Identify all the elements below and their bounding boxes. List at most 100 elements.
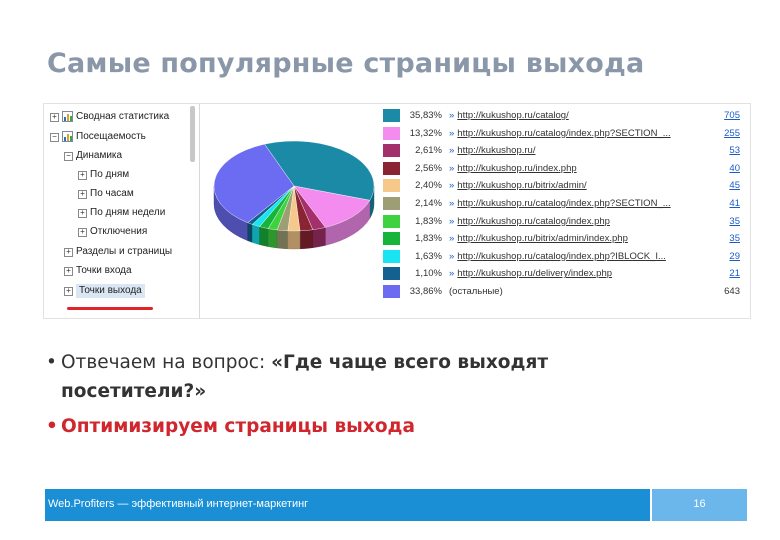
- expand-icon[interactable]: +: [78, 209, 87, 218]
- legend-row: 1,63% » http://kukushop.ru/catalog/index.p…: [380, 248, 746, 266]
- external-link-icon[interactable]: »: [449, 162, 455, 174]
- legend-count[interactable]: 45: [729, 180, 740, 192]
- legend-row: 33,86% (остальные) 643: [380, 283, 746, 301]
- legend-row: 2,40% » http://kukushop.ru/bitrix/admin/45: [380, 177, 746, 195]
- legend-count[interactable]: 705: [724, 110, 740, 121]
- legend-url[interactable]: » http://kukushop.ru/bitrix/admin/: [449, 177, 709, 195]
- pie-slice-side: [267, 228, 278, 249]
- pie-chart-svg: [213, 140, 375, 250]
- report-chart-icon: [62, 131, 73, 142]
- legend-url-text[interactable]: http://kukushop.ru/index.php: [457, 162, 577, 174]
- legend-row: 2,14% » http://kukushop.ru/catalog/index.p…: [380, 195, 746, 213]
- legend-count[interactable]: 41: [729, 197, 740, 209]
- legend-count[interactable]: 35: [729, 233, 740, 245]
- expand-icon[interactable]: +: [78, 228, 87, 237]
- legend-url-text[interactable]: http://kukushop.ru/catalog/index.php?IBL…: [457, 250, 666, 262]
- legend-swatch: [383, 196, 400, 210]
- legend-row: 2,56% » http://kukushop.ru/index.php 40: [380, 160, 746, 178]
- collapse-icon[interactable]: −: [50, 133, 59, 142]
- tree-item-label: По часам: [90, 188, 134, 199]
- legend-url-text[interactable]: http://kukushop.ru/catalog/: [457, 110, 569, 121]
- report-chart-icon: [62, 111, 73, 122]
- expand-icon[interactable]: +: [64, 248, 73, 257]
- expand-icon[interactable]: +: [78, 190, 87, 199]
- legend-url[interactable]: » http://kukushop.ru/catalog/index.php: [449, 213, 709, 231]
- external-link-icon[interactable]: »: [449, 268, 455, 280]
- external-link-icon[interactable]: »: [449, 127, 455, 139]
- legend-url[interactable]: » http://kukushop.ru/index.php: [449, 160, 709, 178]
- bullet-question-plain: Отвечаем на вопрос:: [61, 352, 272, 373]
- legend-count[interactable]: 53: [729, 145, 740, 157]
- tree-item-label: Точки входа: [76, 265, 132, 276]
- legend-percent: 1,10%: [415, 268, 442, 280]
- legend-swatch: [383, 109, 400, 122]
- legend-url-text[interactable]: http://kukushop.ru/: [457, 145, 536, 157]
- legend-count[interactable]: 29: [729, 250, 740, 262]
- pie-chart: [208, 124, 383, 274]
- pie-slice: [264, 140, 375, 201]
- expand-icon[interactable]: +: [64, 267, 73, 276]
- legend-url[interactable]: » http://kukushop.ru/catalog/index.php?SE…: [449, 125, 709, 143]
- legend-swatch: [383, 249, 400, 263]
- footer-brand-bar: Web.Profiters — эффективный интернет-мар…: [45, 489, 650, 521]
- legend-swatch: [383, 144, 400, 158]
- external-link-icon[interactable]: »: [449, 145, 455, 157]
- chart-legend: 35,83%» http://kukushop.ru/catalog/705 13,…: [380, 107, 746, 301]
- legend-url[interactable]: » http://kukushop.ru/: [449, 142, 709, 160]
- collapse-icon[interactable]: −: [64, 152, 73, 161]
- legend-count[interactable]: 35: [729, 215, 740, 227]
- external-link-icon[interactable]: »: [449, 180, 455, 192]
- pie-slice-side: [312, 227, 326, 248]
- expand-icon[interactable]: +: [50, 113, 59, 122]
- tree-item-label: Разделы и страницы: [76, 246, 173, 257]
- legend-count[interactable]: 21: [729, 268, 740, 280]
- legend-url-text[interactable]: http://kukushop.ru/catalog/index.php?SEC…: [457, 127, 671, 139]
- legend-url-text[interactable]: http://kukushop.ru/catalog/index.php?SEC…: [457, 197, 671, 209]
- expand-icon[interactable]: +: [64, 287, 73, 296]
- legend-url[interactable]: » http://kukushop.ru/delivery/index.php: [449, 265, 709, 283]
- external-link-icon[interactable]: »: [449, 197, 455, 209]
- legend-url-text[interactable]: http://kukushop.ru/delivery/index.php: [457, 268, 613, 280]
- bullet-list: • Отвечаем на вопрос: «Где чаще всего вы…: [46, 348, 686, 441]
- expand-icon[interactable]: +: [78, 171, 87, 180]
- stats-screenshot: + Сводная статистика − Посещаемость − Динамик…: [43, 103, 751, 319]
- external-link-icon[interactable]: »: [449, 215, 455, 227]
- external-link-icon[interactable]: »: [449, 110, 455, 121]
- legend-percent: 35,83%: [409, 110, 442, 121]
- tree-item-label: Сводная статистика: [76, 111, 170, 122]
- legend-url[interactable]: » http://kukushop.ru/catalog/index.php?IB…: [449, 248, 709, 266]
- legend-url[interactable]: » http://kukushop.ru/catalog/: [449, 107, 709, 125]
- legend-row: 1,83% » http://kukushop.ru/bitrix/admin/in…: [380, 230, 746, 248]
- tree-item-label: По дням: [90, 169, 130, 180]
- legend-url-text[interactable]: http://kukushop.ru/bitrix/admin/: [457, 180, 587, 192]
- bullet-dot: •: [46, 416, 58, 437]
- legend-other-label: (остальные): [449, 285, 503, 297]
- slide-title: Самые популярные страницы выхода: [47, 48, 645, 79]
- highlight-underline: [67, 307, 153, 310]
- bullet-optimize-text: Оптимизируем страницы выхода: [61, 416, 415, 437]
- legend-swatch: [383, 179, 400, 193]
- legend-row: 35,83% » http://kukushop.ru/catalog/705: [380, 107, 746, 125]
- page-number: 16: [693, 498, 706, 510]
- external-link-icon[interactable]: »: [449, 250, 455, 262]
- pie-slice-side: [299, 229, 313, 250]
- tree-item-label: По дням недели: [90, 207, 166, 218]
- footer: Web.Profiters — эффективный интернет-мар…: [45, 489, 747, 521]
- tree-scrollbar[interactable]: [190, 106, 195, 162]
- legend-percent: 2,56%: [415, 162, 442, 174]
- legend-url-text[interactable]: http://kukushop.ru/catalog/index.php: [457, 215, 610, 227]
- tree-item-label: Посещаемость: [76, 131, 146, 142]
- pie-slice: [293, 185, 371, 228]
- legend-swatch: [383, 267, 400, 281]
- pie-slice-side: [252, 224, 260, 245]
- external-link-icon[interactable]: »: [449, 233, 455, 245]
- legend-url[interactable]: » http://kukushop.ru/bitrix/admin/index.p…: [449, 230, 709, 248]
- legend-percent: 1,83%: [415, 233, 442, 245]
- legend-count[interactable]: 255: [724, 127, 740, 139]
- pie-slice-side: [276, 229, 289, 250]
- legend-count[interactable]: 40: [729, 162, 740, 174]
- legend-url[interactable]: » http://kukushop.ru/catalog/index.php?SE…: [449, 195, 709, 213]
- tree-item-label: Точки выхода: [76, 284, 145, 298]
- report-tree: + Сводная статистика − Посещаемость − Динамик…: [44, 104, 192, 318]
- legend-url-text[interactable]: http://kukushop.ru/bitrix/admin/index.ph…: [457, 233, 628, 245]
